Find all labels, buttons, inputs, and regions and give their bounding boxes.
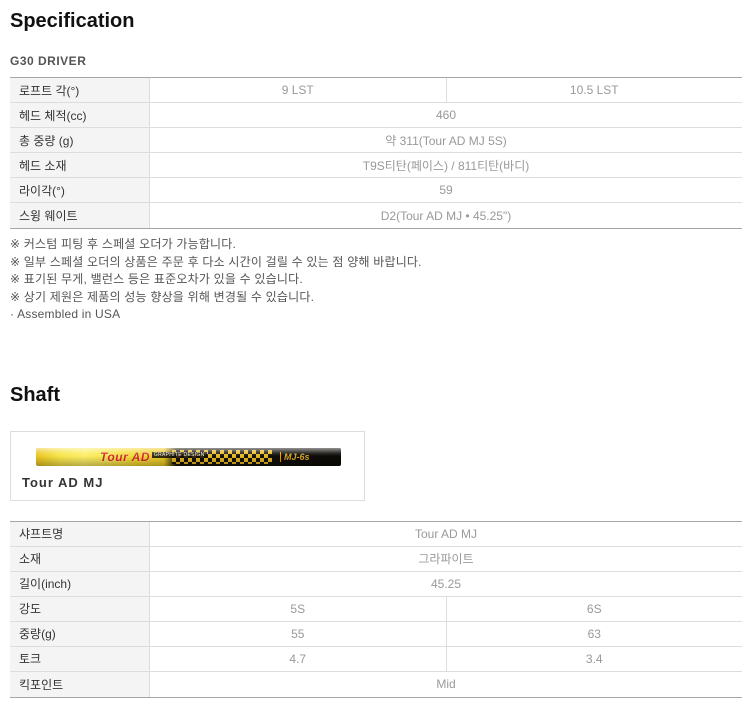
- row-value: 그라파이트: [418, 552, 474, 566]
- note-line: · Assembled in USA: [10, 307, 121, 321]
- table-row: 킥포인트 Mid: [10, 671, 742, 697]
- row-label: 라이각(°): [10, 178, 150, 202]
- row-label: 샤프트명: [10, 521, 150, 546]
- row-label: 강도: [10, 596, 150, 621]
- shaft-table: 샤프트명 Tour AD MJ 소재 그라파이트 길이(inch) 45.25 …: [10, 520, 743, 698]
- row-label: 총 중량 (g): [10, 128, 150, 152]
- table-row: 로프트 각(°) 9 LST 10.5 LST: [10, 78, 742, 103]
- row-value: 5S: [290, 601, 306, 616]
- row-value: 55: [291, 626, 305, 641]
- row-value: T9S티탄(페이스) / 811티탄(바디): [362, 158, 530, 173]
- shaft-heading: Shaft: [10, 383, 60, 406]
- row-value: 4.7: [289, 651, 307, 666]
- row-value: 63: [445, 621, 743, 646]
- row-label: 소재: [10, 546, 150, 571]
- row-value: Tour AD MJ: [414, 526, 477, 541]
- row-value: 6S: [445, 596, 743, 621]
- row-label: 스윙 웨이트: [10, 203, 150, 228]
- table-row: 샤프트명 Tour AD MJ: [10, 521, 742, 547]
- shaft-caption: Tour AD MJ: [22, 474, 104, 490]
- row-value: Mid: [436, 677, 456, 691]
- row-label: 길이(inch): [10, 571, 150, 596]
- table-row: 라이각(°) 59: [10, 178, 742, 203]
- row-value: 3.4: [445, 646, 743, 671]
- row-label: 헤드 체적(cc): [10, 103, 150, 127]
- row-label: 토크: [10, 646, 150, 671]
- row-value: 10.5 LST: [445, 78, 743, 102]
- row-value: D2(Tour AD MJ • 45.25"): [380, 208, 512, 223]
- row-value: 9 LST: [281, 83, 314, 97]
- table-row: 토크 4.7 3.4: [10, 646, 743, 672]
- row-value: 460: [435, 108, 457, 122]
- table-row: 스윙 웨이트 D2(Tour AD MJ • 45.25"): [10, 203, 742, 228]
- row-label: 중량(g): [10, 621, 150, 646]
- specification-heading: Specification: [10, 10, 135, 32]
- table-row: 헤드 소재 T9S티탄(페이스) / 811티탄(바디): [10, 153, 742, 178]
- note-line: ※ 표기된 무게, 밸런스 등은 표준오차가 있을 수 있습니다.: [10, 272, 303, 286]
- spec-table: 로프트 각(°) 9 LST 10.5 LST 헤드 체적(cc) 460 총 …: [10, 77, 742, 229]
- table-row: 총 중량 (g) 약 311(Tour AD MJ 5S): [10, 128, 742, 153]
- shaft-image-box: Tour AD GRAPHITE DESIGN MJ-6s Tour AD MJ: [10, 430, 365, 501]
- shaft-gloss-highlight: [36, 447, 341, 466]
- shaft-image: Tour AD GRAPHITE DESIGN MJ-6s: [36, 447, 341, 466]
- table-row: 헤드 체적(cc) 460: [10, 103, 742, 128]
- row-value: 45.25: [430, 576, 462, 591]
- table-row: 중량(g) 55 63: [10, 621, 743, 647]
- notes: ※ 커스텀 피팅 후 스페셜 오더가 가능합니다. ※ 일부 스페셜 오더의 상…: [10, 236, 742, 324]
- row-value: 59: [439, 183, 453, 197]
- table-row: 소재 그라파이트: [10, 546, 742, 572]
- note-line: ※ 상기 제원은 제품의 성능 향상을 위해 변경될 수 있습니다.: [10, 289, 315, 304]
- note-line: ※ 커스텀 피팅 후 스페셜 오더가 가능합니다.: [10, 237, 237, 251]
- row-label: 헤드 소재: [10, 153, 150, 177]
- note-line: ※ 일부 스페셜 오더의 상품은 주문 후 다소 시간이 걸릴 수 있는 점 양…: [10, 254, 422, 269]
- table-row: 길이(inch) 45.25: [10, 571, 742, 597]
- row-label: 킥포인트: [10, 671, 150, 697]
- row-value: 약 311(Tour AD MJ 5S): [385, 133, 507, 148]
- row-label: 로프트 각(°): [10, 78, 150, 102]
- model-label: G30 DRIVER: [10, 54, 87, 68]
- table-row: 강도 5S 6S: [10, 596, 743, 622]
